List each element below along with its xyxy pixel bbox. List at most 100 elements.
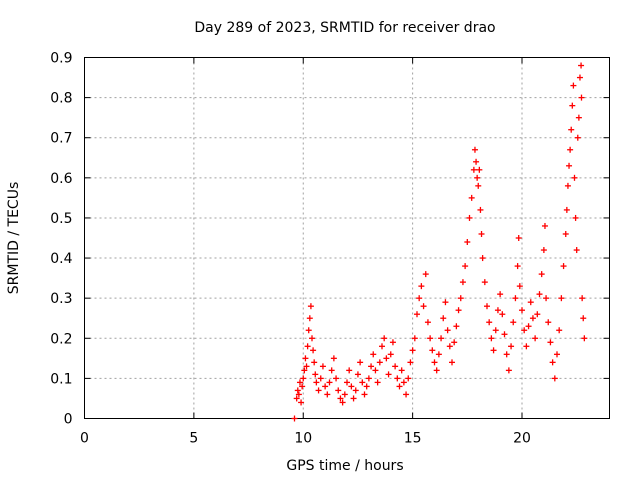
- data-point: [581, 335, 588, 342]
- data-point: [579, 295, 586, 302]
- y-tick-labels: 0 0.1 0.2 0.3 0.4 0.5 0.6 0.7 0.8 0.9: [50, 51, 72, 428]
- data-point: [304, 343, 311, 350]
- data-point: [381, 335, 388, 342]
- data-point: [464, 239, 471, 246]
- data-point: [570, 82, 577, 89]
- data-point: [515, 235, 522, 241]
- data-point: [478, 230, 485, 237]
- data-point: [576, 74, 583, 81]
- data-point: [474, 174, 481, 181]
- data-points: [291, 62, 588, 422]
- data-point: [317, 375, 324, 382]
- data-point: [538, 271, 545, 278]
- data-point: [510, 319, 517, 326]
- data-point: [416, 295, 423, 302]
- data-point: [440, 315, 447, 322]
- data-point: [481, 279, 488, 286]
- data-point: [449, 359, 455, 366]
- data-point: [547, 339, 554, 346]
- data-point: [313, 379, 320, 386]
- data-point: [306, 315, 313, 322]
- data-point: [466, 214, 473, 221]
- data-point: [473, 158, 480, 165]
- data-point: [453, 323, 460, 330]
- data-point: [350, 395, 357, 402]
- data-point: [462, 263, 469, 270]
- data-point: [543, 295, 550, 302]
- data-point: [341, 391, 348, 398]
- data-point: [312, 371, 319, 378]
- x-axis-label: GPS time / hours: [286, 458, 403, 474]
- data-point: [490, 347, 497, 354]
- y-tick-label: 0.1: [50, 371, 72, 387]
- data-point: [365, 375, 372, 382]
- data-point: [311, 359, 318, 366]
- data-point: [580, 315, 587, 322]
- data-point: [514, 263, 521, 270]
- data-point: [477, 206, 484, 213]
- data-point: [545, 319, 552, 326]
- data-point: [424, 319, 431, 326]
- y-tick-label: 0.7: [50, 131, 72, 147]
- data-point: [403, 391, 410, 398]
- data-point: [302, 355, 309, 362]
- data-point: [541, 222, 548, 229]
- data-point: [527, 299, 534, 306]
- data-point: [301, 367, 308, 374]
- data-point: [573, 247, 580, 254]
- data-point: [492, 327, 499, 334]
- data-point: [471, 146, 478, 153]
- data-point: [298, 399, 305, 406]
- data-point: [563, 206, 570, 213]
- data-point: [455, 307, 462, 314]
- plot-frame: [84, 57, 610, 419]
- data-point: [322, 383, 329, 390]
- data-point: [407, 359, 414, 366]
- data-point: [560, 263, 567, 270]
- data-point: [315, 387, 322, 394]
- data-point: [385, 371, 392, 378]
- data-point: [333, 375, 340, 382]
- data-point: [398, 367, 405, 374]
- data-point: [438, 335, 445, 342]
- data-point: [566, 162, 573, 169]
- data-point: [435, 351, 442, 358]
- data-point: [494, 307, 501, 314]
- data-point: [476, 166, 483, 173]
- data-point: [459, 279, 466, 286]
- data-point: [562, 230, 569, 237]
- data-point: [361, 391, 368, 398]
- data-point: [484, 303, 490, 310]
- data-point: [569, 102, 576, 109]
- data-point: [396, 383, 403, 390]
- data-point: [534, 311, 541, 318]
- data-point: [374, 379, 381, 386]
- data-point: [575, 114, 582, 121]
- data-point: [337, 395, 344, 402]
- data-point: [305, 327, 312, 334]
- data-point: [512, 295, 519, 302]
- data-point: [326, 379, 333, 386]
- data-point: [486, 319, 493, 326]
- y-tick-label: 0.5: [50, 211, 72, 227]
- y-tick-label: 0.4: [50, 251, 72, 267]
- data-point: [508, 343, 515, 350]
- data-point: [479, 255, 486, 262]
- data-point: [551, 375, 558, 382]
- x-tick-label: 0: [80, 431, 89, 447]
- data-point: [354, 371, 361, 378]
- data-point: [501, 331, 508, 338]
- data-point: [497, 291, 504, 298]
- data-point: [540, 247, 547, 254]
- data-point: [357, 359, 364, 366]
- data-point: [451, 339, 458, 346]
- data-point: [519, 307, 525, 314]
- data-point: [431, 359, 438, 366]
- data-point: [558, 295, 565, 302]
- data-point: [300, 375, 307, 382]
- data-point: [470, 166, 477, 173]
- data-point: [291, 415, 298, 422]
- data-point: [389, 339, 396, 346]
- data-point: [564, 182, 571, 189]
- chart-title: Day 289 of 2023, SRMTID for receiver dra…: [194, 20, 495, 36]
